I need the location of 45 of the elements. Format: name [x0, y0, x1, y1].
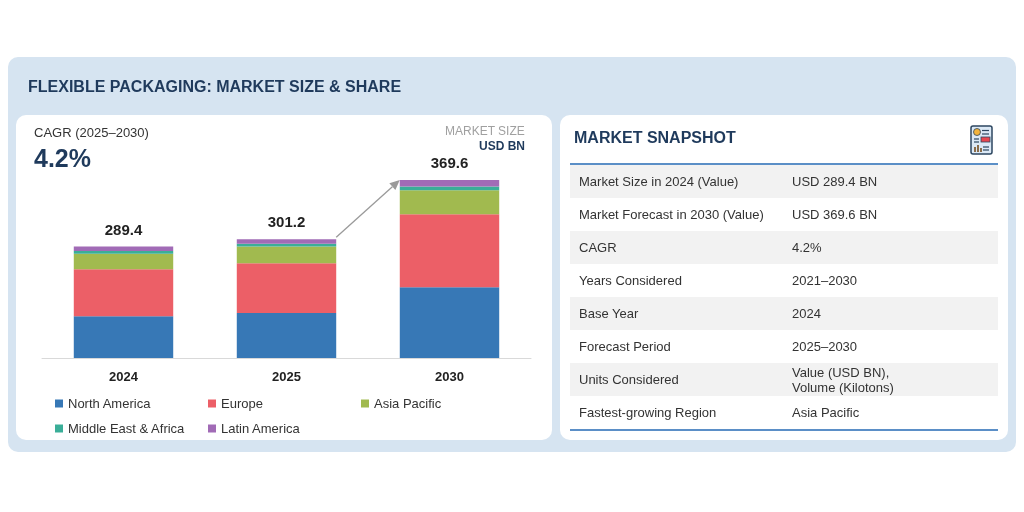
text: Asia Pacific [792, 405, 861, 420]
x-tick-label: 2024 [109, 369, 139, 384]
text: Base Year [578, 306, 640, 321]
text: CAGR (2025–2030) [34, 125, 149, 140]
legend-label: Europe [221, 396, 263, 411]
bar [236, 312, 337, 358]
bar [73, 246, 174, 252]
annotation: 301.2 [267, 213, 306, 231]
bar [399, 287, 500, 358]
text: Units Considered [578, 372, 680, 387]
legend-label: Middle East & Africa [68, 421, 186, 436]
text: MARKET SNAPSHOT [574, 129, 736, 147]
text: 2024 [792, 306, 822, 321]
text: Market Forecast in 2030 (Value) [578, 207, 765, 222]
x-tick-label: 2030 [435, 369, 464, 384]
text: Years Considered [578, 273, 683, 288]
bar [399, 190, 500, 215]
text: CAGR [578, 240, 618, 255]
text: Forecast Period [578, 339, 672, 354]
text: USD 289.4 BN [792, 174, 879, 189]
legend-label: Latin America [221, 421, 301, 436]
text: 2021–2030 [792, 273, 859, 288]
text: Value (USD BN), Volume (Kilotons) [792, 364, 895, 395]
bar [73, 253, 174, 270]
legend-label: North America [68, 396, 152, 411]
text: Market Size in 2024 (Value) [578, 174, 740, 189]
x-tick-label: 2025 [272, 369, 301, 384]
bar [236, 263, 337, 313]
annotation: 289.4 [104, 220, 143, 238]
text: Fastest-growing Region [578, 405, 718, 420]
legend-label: Asia Pacific [374, 396, 442, 411]
text: 4.2% [34, 143, 91, 172]
chart-title: FLEXIBLE PACKAGING: MARKET SIZE & SHARE [28, 78, 402, 96]
text: USD 369.6 BN [792, 207, 879, 222]
bar [73, 251, 174, 254]
text: MARKET SIZE [444, 124, 525, 138]
text: 4.2% [792, 240, 823, 255]
text: 2025–2030 [792, 339, 859, 354]
bar [236, 246, 337, 264]
bar [236, 239, 337, 244]
annotation: 369.6 [430, 154, 469, 171]
bar [399, 214, 500, 288]
bar [73, 316, 174, 358]
bar [73, 269, 174, 317]
text: USD BN [479, 139, 526, 153]
